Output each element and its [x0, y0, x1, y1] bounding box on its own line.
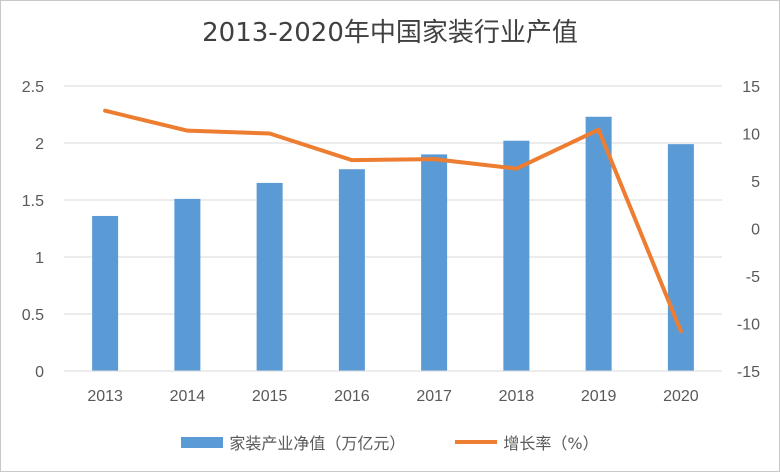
chart-legend: 家装产业净值（万亿元） 增长率（%） [0, 430, 780, 454]
y-left-tick-label: 1 [35, 250, 44, 267]
x-tick-label: 2017 [416, 388, 452, 405]
x-tick-label: 2015 [252, 388, 288, 405]
legend-label-line: 增长率（%） [503, 434, 599, 453]
x-tick-label: 2016 [334, 388, 370, 405]
legend-swatch-bars [181, 436, 224, 448]
bar [503, 140, 530, 371]
x-tick-label: 2020 [663, 388, 699, 405]
legend-swatch-line [455, 440, 498, 444]
y-right-tick-label: 0 [751, 222, 760, 239]
bar [256, 182, 283, 371]
y-left-tick-label: 1.5 [22, 193, 44, 210]
bar [585, 116, 612, 371]
x-tick-label: 2013 [87, 388, 123, 405]
y-right-tick-label: 10 [742, 127, 760, 144]
y-right-tick-label: -5 [746, 269, 760, 286]
y-right-tick-label: -15 [737, 364, 760, 381]
legend-item-bars: 家装产业净值（万亿元） [181, 430, 405, 454]
y-left-tick-label: 0.5 [22, 307, 44, 324]
x-tick-label: 2014 [170, 388, 206, 405]
x-tick-label: 2018 [499, 388, 535, 405]
growth-line [103, 108, 683, 334]
bar [421, 154, 448, 371]
x-tick-label: 2019 [581, 388, 617, 405]
y-right-tick-label: 15 [742, 79, 760, 96]
y-left-tick-label: 0 [35, 364, 44, 381]
chart-title: 2013-2020年中国家装行业产值 [202, 18, 578, 48]
bar [92, 215, 119, 371]
legend-item-line: 增长率（%） [455, 430, 599, 454]
y-right-tick-label: 5 [751, 174, 760, 191]
y-left-tick-label: 2.5 [22, 79, 44, 96]
y-right-tick-label: -10 [737, 317, 760, 334]
bar [338, 169, 365, 371]
bar [667, 144, 694, 371]
y-left-tick-label: 2 [35, 136, 44, 153]
bar [174, 198, 201, 371]
legend-label-bars: 家装产业净值（万亿元） [229, 434, 406, 453]
